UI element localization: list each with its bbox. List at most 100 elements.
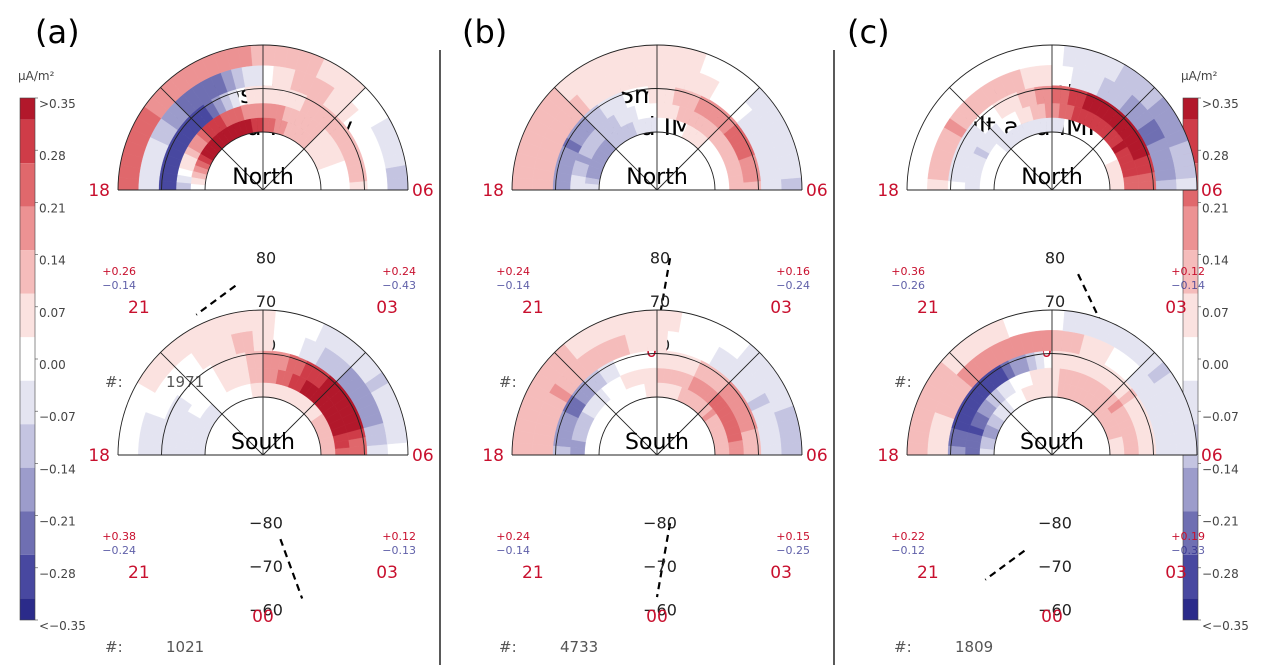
hemisphere-title: North — [232, 165, 294, 190]
mlt-label: 03 — [1165, 298, 1187, 318]
mlt-label: 21 — [522, 563, 544, 583]
heatmap-cell — [262, 117, 270, 133]
min-value-label-right: −0.43 — [382, 279, 416, 292]
heatmap-cell — [250, 382, 259, 399]
heatmap-cell — [1176, 442, 1198, 456]
max-value-label-right: +0.12 — [1171, 265, 1205, 278]
colorbar-label: −0.28 — [1202, 567, 1239, 581]
mlt-label: 00 — [1041, 607, 1063, 627]
mlt-spoke — [1051, 87, 1155, 191]
heatmap-cell — [1051, 367, 1060, 383]
dashed-boundary — [655, 522, 672, 598]
mlt-spoke — [160, 87, 264, 191]
min-value-label-left: −0.14 — [102, 279, 136, 292]
latitude-label: −80 — [1038, 513, 1072, 532]
latitude-label: −70 — [1038, 557, 1072, 576]
mlt-label: 21 — [128, 298, 150, 318]
colorbar-swatch — [20, 554, 35, 599]
heatmap-cell — [1051, 102, 1060, 118]
mlt-label: 06 — [412, 181, 434, 201]
min-value-label-right: −0.25 — [776, 544, 810, 557]
colorbar-label: 0.14 — [39, 254, 66, 268]
latitude-label: −80 — [643, 513, 677, 532]
hemisphere-north: North8070601821000306+0.36−0.26+0.12−0.1… — [877, 44, 1223, 391]
colorbar-label: 0.14 — [1202, 254, 1229, 268]
max-value-label-left: +0.36 — [891, 265, 925, 278]
heatmap-cell — [262, 309, 276, 331]
count-label: #: — [894, 638, 912, 656]
mlt-label: 21 — [522, 298, 544, 318]
mlt-label: 03 — [1165, 563, 1187, 583]
heatmap-cell — [656, 382, 664, 398]
colorbar-swatch — [1183, 554, 1198, 599]
mlt-spoke — [554, 87, 658, 191]
panel-3: (c)Negative:tilt and IMF ByNorth80706018… — [847, 13, 1223, 656]
dashed-boundary — [984, 549, 1026, 581]
colorbar-swatch — [20, 119, 35, 164]
count-value: 1021 — [166, 638, 204, 656]
heatmap-cell — [250, 309, 264, 331]
colorbar-swatch — [20, 163, 35, 207]
count-value: 4733 — [560, 638, 598, 656]
hemisphere-north: North8070601821000306+0.24−0.14+0.16−0.2… — [482, 44, 828, 391]
mlt-label: 03 — [376, 298, 398, 318]
colorbar-swatch — [1183, 293, 1198, 338]
heatmap-cell — [656, 65, 669, 87]
min-value-label-right: −0.13 — [382, 544, 416, 557]
mlt-label: 06 — [412, 446, 434, 466]
heatmap-cell — [175, 182, 191, 191]
heatmap-cell — [1051, 117, 1059, 133]
mlt-label: 21 — [128, 563, 150, 583]
heatmap-cell — [262, 382, 270, 398]
count-value: 1809 — [955, 638, 993, 656]
hemisphere-title: North — [1021, 165, 1083, 190]
heatmap-cell — [619, 372, 633, 390]
latitude-label: 70 — [256, 292, 276, 311]
count-label: #: — [499, 638, 517, 656]
hemisphere-title: South — [231, 430, 295, 455]
panel-letter: (c) — [847, 13, 890, 51]
heatmap-cell — [964, 182, 980, 191]
colorbar-label: −0.28 — [39, 567, 76, 581]
colorbar-label: −0.21 — [1202, 515, 1239, 529]
count-value: 1971 — [166, 373, 204, 391]
heatmap-cell — [656, 102, 665, 118]
count-label: #: — [105, 373, 123, 391]
heatmap-cell — [1051, 382, 1059, 398]
colorbar-swatch — [1183, 250, 1198, 294]
colorbar-label: 0.00 — [1202, 358, 1229, 372]
heatmap-cell — [781, 177, 803, 191]
min-value-label-left: −0.14 — [496, 279, 530, 292]
colorbar-swatch — [20, 424, 35, 468]
colorbars: μA/m² >0.35 0.28 0.21 0.14 0.07 0.00 −0.07 −0.14… — [18, 69, 1249, 633]
panels: (a)Positive:tilt and IMF ByNorth80706018… — [35, 13, 1223, 656]
colorbar-unit: μA/m² — [1181, 69, 1218, 83]
count-label: #: — [894, 373, 912, 391]
mlt-label: 18 — [482, 181, 504, 201]
colorbar-left: μA/m² >0.35 0.28 0.21 0.14 0.07 0.00 −0.07 −0.14… — [18, 69, 86, 633]
mlt-spoke — [262, 352, 366, 456]
mlt-spoke — [554, 352, 658, 456]
min-value-label-left: −0.12 — [891, 544, 925, 557]
heatmap-cell — [176, 174, 192, 184]
heatmap-cell — [138, 178, 160, 191]
mlt-label: 21 — [917, 298, 939, 318]
heatmap-cell — [927, 443, 949, 456]
mlt-label: 18 — [877, 446, 899, 466]
panel-letter: (b) — [462, 13, 507, 51]
latitude-label: −60 — [249, 600, 283, 619]
heatmap-cell — [656, 44, 670, 66]
colorbar-unit: μA/m² — [18, 69, 55, 83]
mlt-label: 03 — [770, 563, 792, 583]
colorbar-label: −0.07 — [39, 410, 76, 424]
heatmap-cell — [644, 382, 653, 399]
heatmap-cell — [1051, 330, 1064, 352]
mlt-label: 06 — [806, 181, 828, 201]
hemisphere-south: South −80 −70 −60 18 21 00 03 06 +0.22−0.12 +0.19−… — [877, 309, 1223, 656]
mlt-label: 18 — [482, 446, 504, 466]
max-value-label-left: +0.26 — [102, 265, 136, 278]
panel-letter: (a) — [35, 13, 80, 51]
colorbar-label: −0.14 — [1202, 462, 1239, 476]
colorbar-swatch — [20, 206, 35, 251]
